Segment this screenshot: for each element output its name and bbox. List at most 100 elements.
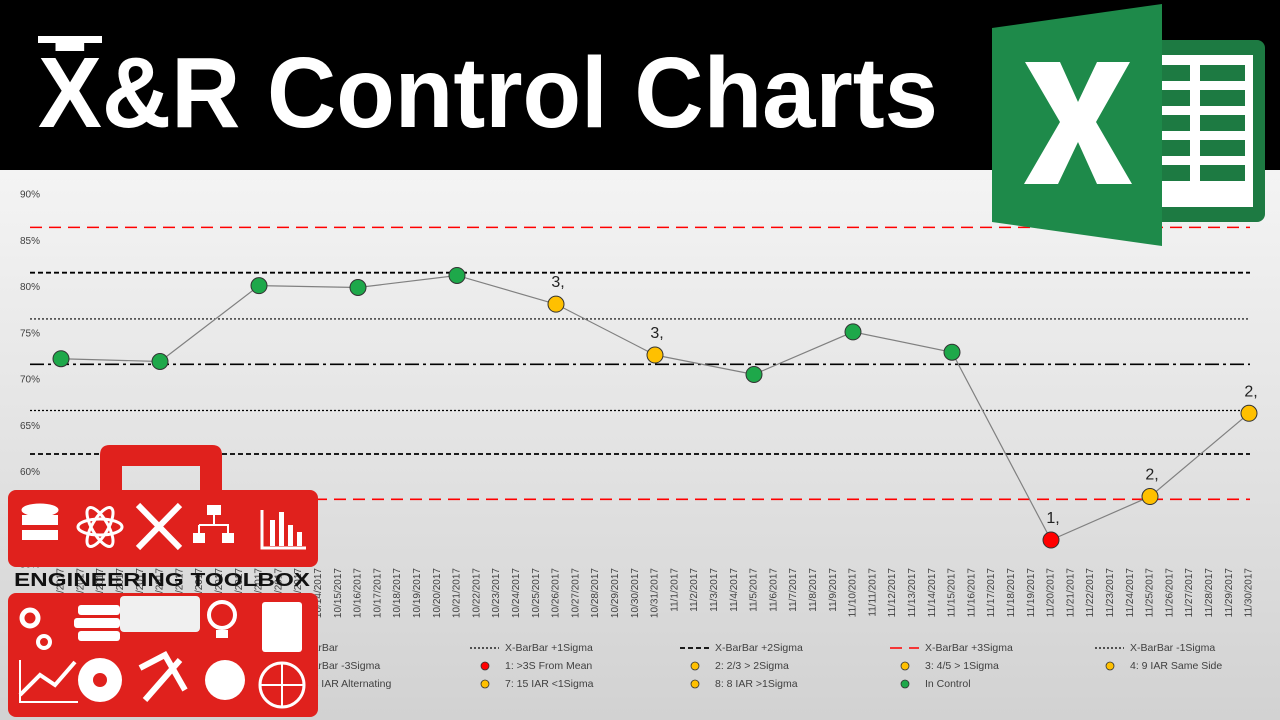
- toolbox-logo: ENGINEERING TOOLBOX: [8, 445, 318, 717]
- x-tick-label: 11/12/2017: [887, 568, 898, 618]
- x-tick-label: 11/14/2017: [927, 568, 938, 618]
- logo-text: ENGINEERING TOOLBOX: [14, 570, 310, 590]
- x-tick-label: 11/4/2017: [729, 568, 740, 612]
- data-point: [250, 277, 268, 295]
- y-tick-label: 90%: [20, 190, 40, 201]
- x-tick-label: 11/23/2017: [1105, 568, 1116, 618]
- legend-label: 2: 2/3 > 2Sigma: [715, 660, 789, 672]
- x-tick-label: 11/20/2017: [1046, 568, 1057, 618]
- x-tick-label: 10/26/2017: [551, 568, 562, 618]
- y-tick-label: 65%: [20, 421, 40, 432]
- x-tick-label: 11/18/2017: [1006, 568, 1017, 618]
- x-tick-label: 11/15/2017: [947, 568, 958, 618]
- x-tick-label: 11/8/2017: [808, 568, 819, 612]
- data-point: [844, 323, 862, 341]
- legend-swatch: [1105, 661, 1115, 671]
- legend-swatch: [690, 661, 700, 671]
- x-tick-label: 11/17/2017: [986, 568, 997, 618]
- legend-label: In Control: [925, 678, 971, 690]
- x-tick-label: 11/10/2017: [848, 568, 859, 618]
- data-point: [151, 353, 169, 370]
- x-tick-label: 10/6/2017: [155, 568, 166, 613]
- x-tick-label: 10/20/2017: [432, 568, 443, 618]
- x-tick-label: 10/10/2017: [234, 568, 245, 618]
- point-label: 3,: [650, 325, 663, 342]
- x-tick-label: 10/25/2017: [531, 568, 542, 618]
- x-tick-label: 10/22/2017: [471, 568, 482, 618]
- y-tick-label: 80%: [20, 282, 40, 293]
- point-label: 3,: [551, 274, 564, 291]
- x-tick-label: 10/12/2017: [273, 568, 284, 618]
- x-tick-label: 11/28/2017: [1204, 568, 1215, 618]
- data-point: [943, 343, 961, 361]
- x-tick-label: 10/9/2017: [214, 568, 225, 613]
- data-point: [1042, 531, 1060, 549]
- legend-swatch: [480, 679, 490, 689]
- y-tick-label: 60%: [20, 467, 40, 478]
- legend-swatch: [480, 661, 490, 671]
- x-tick-label: 11/7/2017: [788, 568, 799, 612]
- legend-label: 7: 15 IAR <1Sigma: [505, 678, 594, 690]
- legend-label: 3: 4/5 > 1Sigma: [925, 660, 999, 672]
- x-tick-label: 10/28/2017: [590, 568, 601, 618]
- x-tick-label: 10/8/2017: [194, 568, 205, 613]
- x-tick-label: 10/7/2017: [174, 568, 185, 613]
- x-tick-label: 11/27/2017: [1184, 568, 1195, 618]
- legend-swatch: [900, 679, 910, 689]
- x-tick-label: 10/29/2017: [610, 568, 621, 618]
- x-tick-label: 10/21/2017: [452, 568, 463, 618]
- x-tick-label: 10/4/2017: [115, 568, 126, 613]
- x-tick-label: 11/13/2017: [907, 568, 918, 618]
- x-tick-label: 11/19/2017: [1026, 568, 1037, 618]
- legend-label: 8: 8 IAR >1Sigma: [715, 678, 798, 690]
- x-tick-label: 10/24/2017: [511, 568, 522, 618]
- x-tick-label: 11/1/2017: [669, 568, 680, 612]
- point-label: 1,: [1046, 510, 1059, 527]
- x-tick-label: 10/19/2017: [412, 568, 423, 618]
- x-tick-label: 11/29/2017: [1224, 568, 1235, 618]
- chart-title: X̄&R Control Charts: [38, 37, 938, 149]
- x-tick-label: 11/3/2017: [709, 568, 720, 612]
- x-tick-label: 11/5/2017: [749, 568, 760, 612]
- x-tick-label: 10/13/2017: [293, 568, 304, 618]
- legend-label: 1: >3S From Mean: [505, 660, 592, 672]
- x-tick-label: 10/2/2017: [75, 568, 86, 613]
- x-tick-label: 11/26/2017: [1164, 568, 1175, 618]
- x-tick-label: 11/22/2017: [1085, 568, 1096, 618]
- x-tick-label: 10/27/2017: [570, 568, 581, 618]
- data-point: [547, 295, 565, 313]
- plot-area: 50%55%60%65%70%75%80%85%90%10/1/201710/2…: [20, 190, 1258, 690]
- data-point: [52, 350, 70, 368]
- x-tick-label: 11/16/2017: [966, 568, 977, 618]
- x-tick-label: 10/31/2017: [650, 568, 661, 618]
- x-tick-label: 10/15/2017: [333, 568, 344, 618]
- point-label: 2,: [1145, 467, 1158, 484]
- x-tick-label: 11/6/2017: [768, 568, 779, 612]
- data-point: [745, 365, 763, 383]
- y-tick-label: 85%: [20, 236, 40, 247]
- legend-label: X-BarBar +3Sigma: [925, 642, 1013, 654]
- data-point: [448, 266, 466, 284]
- x-tick-label: 10/11/2017: [254, 568, 265, 618]
- x-tick-label: 10/16/2017: [353, 568, 364, 618]
- legend-label: 6: 14 IAR Alternating: [295, 678, 391, 690]
- x-tick-label: 11/11/2017: [867, 568, 878, 617]
- excel-logo: [992, 4, 1265, 246]
- legend-label: X-BarBar +1Sigma: [505, 642, 593, 654]
- x-tick-label: 11/21/2017: [1065, 568, 1076, 618]
- point-label: 2,: [1244, 383, 1257, 400]
- data-point: [646, 346, 664, 364]
- legend-label: 4: 9 IAR Same Side: [1130, 660, 1222, 672]
- x-tick-label: 10/17/2017: [372, 568, 383, 618]
- data-point: [1240, 404, 1258, 422]
- legend-label: X-BarBar -1Sigma: [1130, 642, 1215, 654]
- x-tick-label: 10/1/2017: [56, 568, 67, 613]
- legend-swatch: [690, 679, 700, 689]
- y-tick-label: 75%: [20, 328, 40, 339]
- x-tick-label: 10/14/2017: [313, 568, 324, 618]
- x-tick-label: 11/30/2017: [1244, 568, 1255, 618]
- data-point: [1141, 488, 1159, 506]
- x-tick-label: 11/9/2017: [828, 568, 839, 612]
- title-overline: [38, 36, 102, 43]
- x-tick-label: 10/18/2017: [392, 568, 403, 618]
